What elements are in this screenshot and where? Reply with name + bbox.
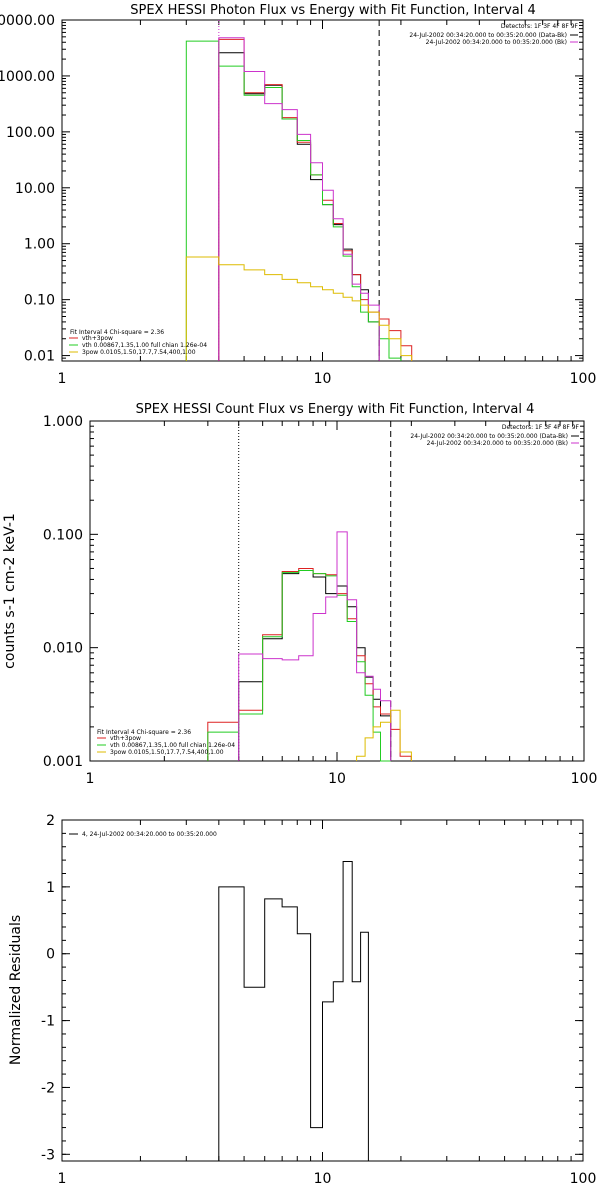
legend-left-entry: 4, 24-Jul-2002 00:34:20.000 to 00:35:20.… bbox=[82, 831, 217, 838]
photon-flux-plot-area bbox=[185, 20, 413, 361]
y-tick-label: 0.01 bbox=[24, 349, 55, 365]
photon-flux-detectors-text: Detectors: 1F 3F 4F 8F 9F bbox=[501, 23, 579, 30]
residuals-legend: 4, 24-Jul-2002 00:34:20.000 to 00:35:20.… bbox=[69, 831, 217, 838]
legend-left-entry: vth 0.00867,1.35,1.00 full chian 1.26e-0… bbox=[110, 742, 235, 749]
y-tick-label: 100.00 bbox=[6, 125, 55, 141]
legend-left-entry: vth+3pow bbox=[110, 735, 141, 742]
y-tick-label: -2 bbox=[41, 1080, 55, 1096]
count-flux-title: SPEX HESSI Count Flux vs Energy with Fit… bbox=[136, 402, 535, 417]
y-tick-label: 0.100 bbox=[43, 527, 83, 543]
y-tick-label: 0.10 bbox=[24, 293, 55, 309]
count-flux-ylabel: counts s-1 cm-2 keV-1 bbox=[2, 513, 18, 669]
count-flux-detectors-text: Detectors: 1F 3F 4F 8F 9F bbox=[502, 424, 580, 431]
residuals-panel: Normalized Residuals -3 -2 -1 0 1 2 1 10 100 4, … bbox=[8, 813, 596, 1187]
count-flux-fit-legend-title: Fit Interval 4 Chi-square = 2.36 bbox=[97, 729, 191, 736]
y-tick-label: 10.00 bbox=[15, 181, 55, 197]
y-tick-label: 1.00 bbox=[24, 237, 55, 253]
y-tick-label: 1 bbox=[46, 880, 55, 896]
series-data-bk bbox=[238, 570, 392, 761]
photon-flux-fit-legend-title: Fit Interval 4 Chi-square = 2.36 bbox=[70, 329, 164, 336]
legend-right-entry: 24-Jul-2002 00:34:20.000 to 00:35:20.000… bbox=[426, 39, 567, 46]
photon-flux-ticks: 0.01 0.10 1.00 10.00 100.00 1000.00 10000.00 1 1… bbox=[0, 13, 596, 387]
legend-left-entry: 3pow 0.0105,1.50,17.7,7.54,400,1.00 bbox=[110, 749, 224, 756]
residuals-ticks: -3 -2 -1 0 1 2 1 10 100 bbox=[41, 813, 596, 1187]
series-3pow bbox=[356, 709, 412, 761]
x-tick-label: 10 bbox=[328, 771, 346, 787]
count-flux-panel: SPEX HESSI Count Flux vs Energy with Fit… bbox=[2, 402, 597, 787]
y-tick-label: 1.000 bbox=[43, 414, 83, 430]
x-tick-label: 100 bbox=[571, 771, 598, 787]
count-flux-legend-right: 24-Jul-2002 00:34:20.000 to 00:35:20.000… bbox=[410, 433, 579, 447]
series-bk bbox=[238, 531, 392, 761]
y-tick-label: 10000.00 bbox=[0, 13, 55, 29]
series-4-24-jul-2002-00-34-20-000-to-00-35-20-000 bbox=[218, 861, 369, 1161]
photon-flux-title: SPEX HESSI Photon Flux vs Energy with Fi… bbox=[130, 3, 536, 18]
photon-flux-legend-right: 24-Jul-2002 00:34:20.000 to 00:35:20.000… bbox=[409, 32, 578, 46]
x-tick-label: 1 bbox=[86, 771, 95, 787]
y-tick-label: 0 bbox=[46, 947, 55, 963]
legend-right-entry: 24-Jul-2002 00:34:20.000 to 00:35:20.000… bbox=[427, 440, 568, 447]
y-tick-label: -1 bbox=[41, 1014, 55, 1030]
residuals-plot-area bbox=[218, 861, 369, 1161]
series-bk bbox=[218, 37, 380, 361]
y-tick-label: 0.010 bbox=[43, 641, 83, 657]
series-vth-3pow bbox=[218, 38, 413, 361]
x-tick-label: 10 bbox=[314, 1171, 332, 1187]
x-tick-label: 10 bbox=[314, 371, 332, 387]
series-vth bbox=[207, 570, 391, 762]
count-flux-plot-area bbox=[207, 421, 412, 762]
x-tick-label: 1 bbox=[58, 1171, 67, 1187]
y-tick-label: 1000.00 bbox=[0, 69, 55, 85]
series-data-bk bbox=[218, 52, 380, 361]
series-3pow bbox=[185, 256, 413, 361]
y-tick-label: -3 bbox=[41, 1147, 55, 1163]
legend-left-entry: vth 0.00867,1.35,1.00 full chian 1.26e-0… bbox=[82, 342, 207, 349]
residuals-ylabel: Normalized Residuals bbox=[8, 915, 24, 1065]
x-tick-label: 100 bbox=[570, 371, 597, 387]
legend-left-entry: 3pow 0.0105,1.50,17.7,7.54,400,1.00 bbox=[82, 349, 196, 356]
x-tick-label: 100 bbox=[570, 1171, 597, 1187]
y-tick-label: 2 bbox=[46, 813, 55, 829]
y-tick-label: 0.001 bbox=[43, 754, 83, 770]
series-vth-3pow bbox=[207, 568, 412, 761]
legend-right-entry: 24-Jul-2002 00:34:20.000 to 00:35:20.000… bbox=[410, 433, 568, 440]
series-vth bbox=[185, 40, 402, 361]
legend-right-entry: 24-Jul-2002 00:34:20.000 to 00:35:20.000… bbox=[409, 32, 567, 39]
legend-left-entry: vth+3pow bbox=[82, 335, 113, 342]
photon-flux-panel: SPEX HESSI Photon Flux vs Energy with Fi… bbox=[0, 3, 596, 387]
x-tick-label: 1 bbox=[58, 371, 67, 387]
